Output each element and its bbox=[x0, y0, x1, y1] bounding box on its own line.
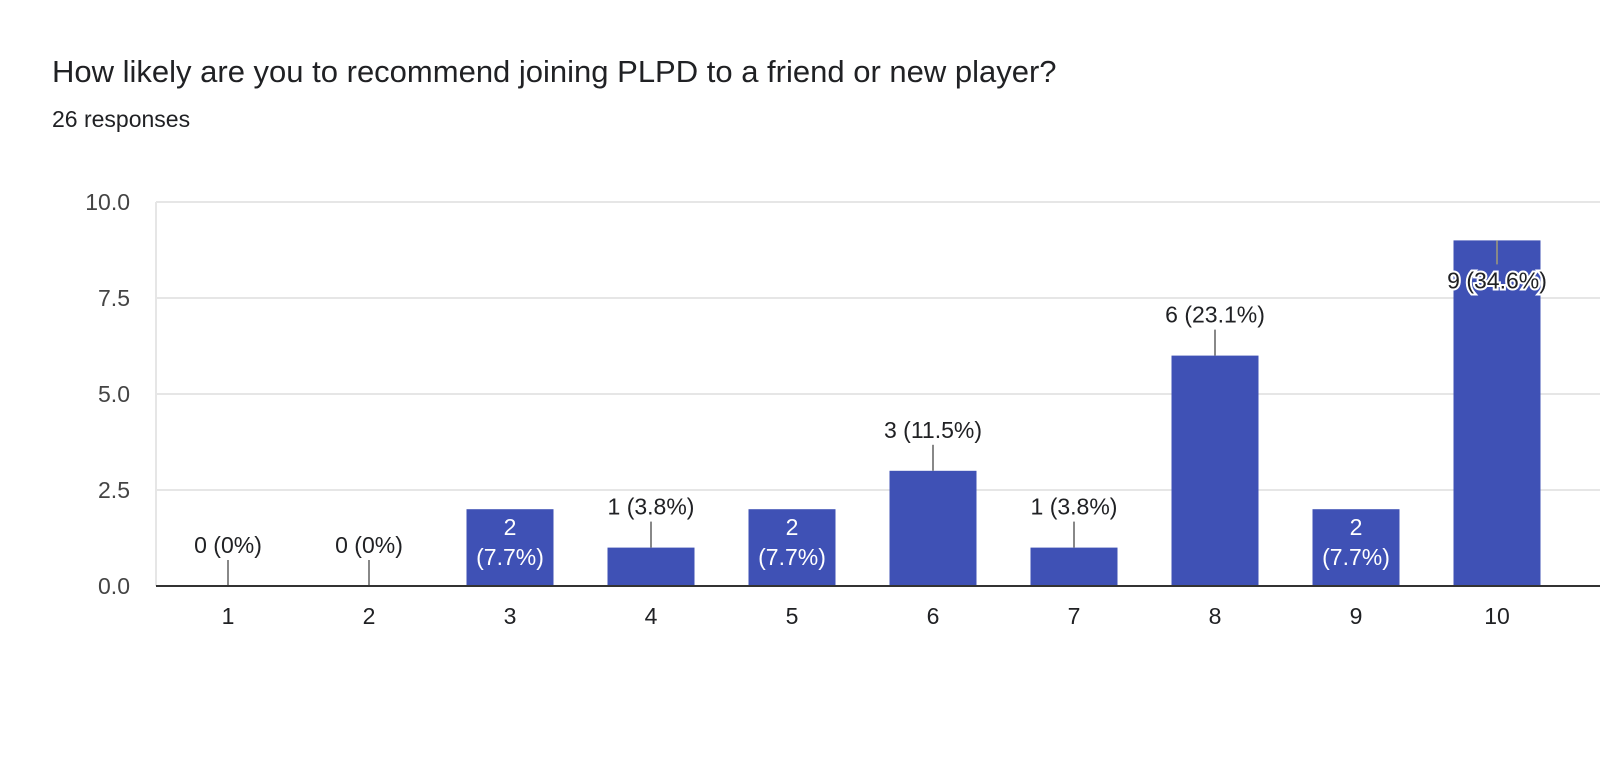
x-tick-label: 6 bbox=[927, 603, 940, 629]
data-label: 3 (11.5%) bbox=[884, 417, 982, 443]
y-tick-label: 7.5 bbox=[98, 285, 130, 311]
data-label: 6 (23.1%) bbox=[1165, 302, 1265, 328]
data-label: 1 (3.8%) bbox=[608, 494, 695, 520]
data-label: 9 (34.6%) bbox=[1447, 267, 1547, 293]
bar bbox=[1453, 240, 1541, 586]
bar bbox=[466, 509, 554, 586]
bar bbox=[889, 470, 977, 586]
bar bbox=[748, 509, 836, 586]
data-label: (7.7%) bbox=[476, 544, 544, 570]
x-tick-label: 8 bbox=[1209, 603, 1222, 629]
data-label: 1 (3.8%) bbox=[1031, 494, 1118, 520]
data-label: 0 (0%) bbox=[335, 532, 403, 558]
x-tick-label: 5 bbox=[786, 603, 799, 629]
x-tick-label: 3 bbox=[504, 603, 517, 629]
bar bbox=[607, 547, 695, 586]
x-tick-label: 2 bbox=[363, 603, 376, 629]
data-label: 2 bbox=[1350, 514, 1363, 540]
bar bbox=[1312, 509, 1400, 586]
y-tick-label: 5.0 bbox=[98, 381, 130, 407]
x-tick-label: 9 bbox=[1350, 603, 1363, 629]
chart-title: How likely are you to recommend joining … bbox=[52, 54, 1057, 89]
y-tick-label: 2.5 bbox=[98, 477, 130, 503]
x-tick-label: 10 bbox=[1484, 603, 1510, 629]
x-tick-label: 4 bbox=[645, 603, 658, 629]
x-tick-label: 7 bbox=[1068, 603, 1081, 629]
data-label: 0 (0%) bbox=[194, 532, 262, 558]
data-label: (7.7%) bbox=[758, 544, 826, 570]
y-tick-label: 0.0 bbox=[98, 573, 130, 599]
data-label: 2 bbox=[504, 514, 517, 540]
response-count: 26 responses bbox=[52, 106, 191, 132]
data-label: 2 bbox=[786, 514, 799, 540]
x-tick-label: 1 bbox=[222, 603, 235, 629]
bar bbox=[1030, 547, 1118, 586]
bar bbox=[1171, 355, 1259, 586]
data-label: (7.7%) bbox=[1322, 544, 1390, 570]
y-tick-label: 10.0 bbox=[85, 189, 130, 215]
